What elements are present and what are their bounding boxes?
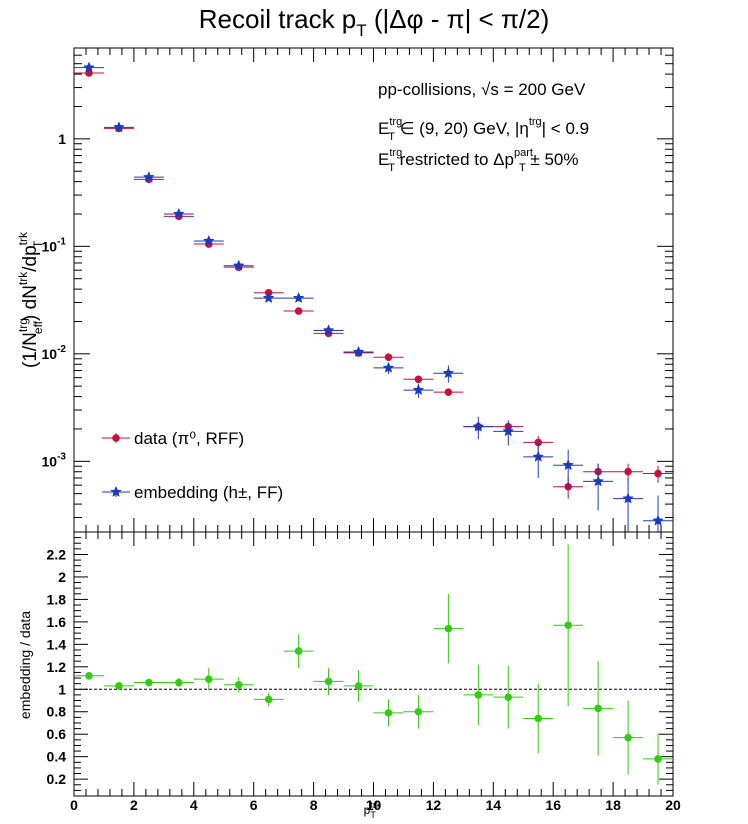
spectrum-y-tick-label: 10-2	[42, 344, 67, 362]
ratio-y-tick-label: 1.4	[47, 636, 67, 652]
ratio-point	[145, 678, 153, 687]
embedding-point	[562, 459, 575, 471]
embedding-point	[652, 514, 664, 526]
ratio-y-tick-label: 1.6	[47, 614, 67, 630]
embedding-point	[322, 324, 335, 336]
ratio-y-tick-label: 0.2	[47, 771, 67, 787]
embedding-point	[442, 367, 455, 379]
x-tick-label: 8	[310, 797, 318, 813]
ratio-point	[414, 707, 423, 716]
ratio-point	[504, 693, 513, 701]
ratio-point	[534, 714, 543, 723]
x-tick-label: 16	[545, 797, 561, 813]
ratio-y-tick-label: 0.6	[47, 726, 67, 742]
ratio-point	[624, 733, 632, 742]
embedding-point	[412, 383, 425, 396]
annotation-line: Etrg T ∈ (9, 20) GeV, |ηtrg| < 0.9	[378, 116, 589, 143]
x-tick-label: 10	[366, 797, 382, 813]
ratio-point	[264, 695, 273, 704]
ratio-y-tick-label: 1.8	[47, 591, 67, 607]
x-tick-label: 2	[130, 797, 138, 813]
data-point	[624, 467, 632, 476]
embedding-point	[262, 291, 275, 304]
ratio-y-tick-label: 0.4	[47, 749, 67, 765]
legend-entry: data (π⁰, RFF)	[102, 429, 244, 448]
ratio-point	[234, 680, 243, 689]
ratio-y-tick-label: 2	[58, 569, 66, 585]
ratio-panel: 0 2 4 6 8 10 12 14 16 18 20 0.2 0.4 0.6 0.8 1 1.2 1.4 1.6 1…	[47, 531, 681, 813]
ratio-point	[354, 682, 363, 690]
embedding-point	[532, 450, 545, 462]
x-tick-label: 0	[70, 797, 78, 813]
data-point	[444, 388, 453, 396]
ratio-point	[294, 647, 303, 655]
chart-title: Recoil track pT (|Δφ - π| < π/2)	[199, 4, 549, 40]
ratio-y-tick-label: 0.8	[47, 704, 67, 720]
x-tick-label: 14	[486, 797, 502, 813]
x-tick-label: 18	[605, 797, 621, 813]
ratio-point	[204, 675, 213, 683]
ratio-point	[115, 682, 123, 690]
data-point	[294, 307, 303, 315]
embedding-point	[110, 485, 122, 497]
embedding-point	[472, 420, 485, 432]
ratio-point	[85, 671, 93, 680]
embedding-point	[202, 234, 215, 247]
ratio-point	[444, 624, 453, 633]
ratio-point	[324, 677, 333, 686]
embedding-point	[172, 207, 185, 219]
ratio-point	[175, 678, 183, 687]
annotation-block: pp-collisions, √s = 200 GeV Etrg T ∈ (9, 2…	[378, 80, 589, 174]
ratio-y-tick-label: 2.2	[47, 546, 67, 562]
embedding-point	[382, 361, 395, 373]
x-tick-label: 20	[665, 797, 681, 813]
ratio-y-axis-label: embedding / data	[17, 611, 33, 719]
ratio-point	[564, 621, 572, 630]
ratio-y-tick-label: 1	[58, 681, 66, 697]
embedding-point	[232, 259, 245, 271]
annotation-line: Etrg T restricted to Δppart T ± 50%	[378, 147, 579, 174]
data-point	[384, 353, 393, 362]
ratio-point	[474, 691, 483, 699]
embedding-point	[502, 425, 515, 437]
data-point	[414, 375, 423, 384]
x-axis-label: ptrk T	[364, 800, 381, 820]
ratio-y-tick-label: 1.2	[47, 659, 67, 675]
embedding-point	[622, 492, 634, 504]
x-tick-label: 4	[190, 797, 198, 813]
spectrum-y-tick-label: 10-1	[42, 236, 67, 254]
spectrum-y-tick-label: 10-3	[42, 451, 67, 469]
x-tick-label: 12	[426, 797, 442, 813]
legend: data (π⁰, RFF) embedding (h±, FF)	[102, 429, 283, 502]
ratio-point	[654, 755, 662, 763]
annotation-line: pp-collisions, √s = 200 GeV	[378, 80, 586, 99]
embedding-point	[592, 475, 605, 487]
embedding-point	[352, 345, 365, 357]
legend-entry: embedding (h±, FF)	[102, 483, 283, 502]
spectrum-panel: 1 10-1 10-2 10-3	[42, 47, 674, 533]
x-tick-label: 6	[250, 797, 258, 813]
legend-label: embedding (h±, FF)	[134, 483, 283, 502]
ratio-frame	[73, 531, 674, 797]
embedding-point	[142, 171, 155, 183]
spectrum-y-tick-label: 1	[58, 131, 66, 147]
data-point	[654, 469, 662, 478]
embedding-point	[113, 121, 125, 133]
embedding-point	[292, 291, 305, 304]
embedding-point	[83, 61, 95, 73]
ratio-series	[74, 544, 673, 785]
legend-label: data (π⁰, RFF)	[134, 429, 244, 448]
title-subscript: T	[356, 21, 366, 40]
ratio-point	[594, 704, 602, 713]
embedding-series	[74, 61, 673, 532]
ratio-point	[384, 709, 393, 717]
spectrum-y-axis-label: (1/Ntrgeff) dNtrk/dptrkT	[16, 231, 45, 368]
title-rest: (|Δφ - π| < π/2)	[367, 4, 550, 34]
